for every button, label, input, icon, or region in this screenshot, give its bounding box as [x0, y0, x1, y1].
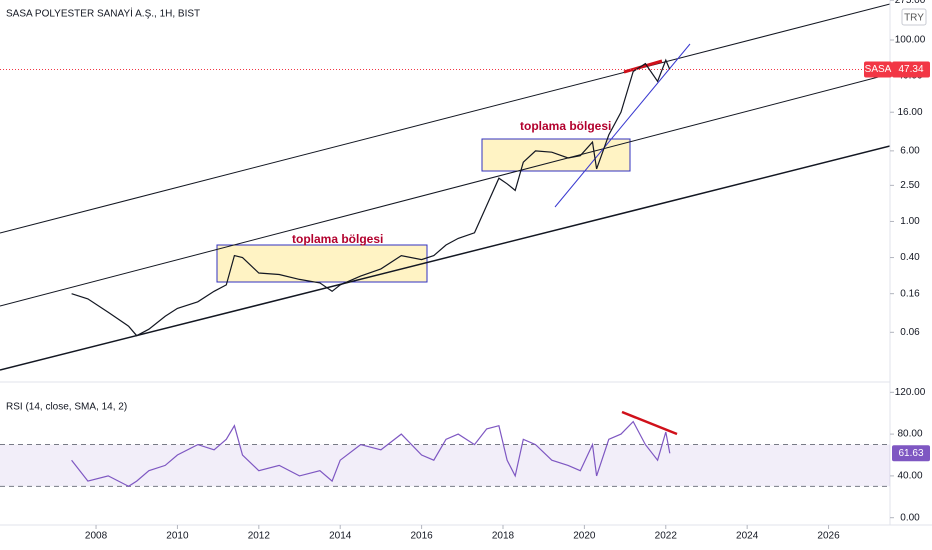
- y-tick-label: 6.00: [900, 145, 920, 156]
- annotation: toplama bölgesi: [520, 119, 611, 133]
- x-tick-label: 2026: [817, 531, 840, 542]
- divergence-line: [623, 59, 663, 74]
- y-tick-label: 120.00: [895, 387, 926, 398]
- y-tick-label: 0.06: [900, 327, 920, 338]
- x-tick-label: 2016: [410, 531, 433, 542]
- channel-line: [0, 3, 891, 234]
- rsi-band: [0, 444, 890, 487]
- channel-line: [0, 145, 891, 371]
- y-tick-label: 275.00: [895, 0, 926, 6]
- channel-line: [0, 73, 891, 307]
- last-value-label: 61.63: [898, 448, 923, 459]
- divergence-line: [621, 410, 678, 436]
- y-tick-label: 100.00: [895, 35, 926, 46]
- x-tick-label: 2024: [736, 531, 759, 542]
- last-value-box: [892, 445, 930, 462]
- y-tick-label: 16.00: [897, 107, 922, 118]
- y-tick-label: 80.00: [897, 429, 922, 440]
- rsi-title: RSI (14, close, SMA, 14, 2): [6, 402, 127, 413]
- last-value-box: [892, 61, 930, 78]
- x-tick-label: 2022: [655, 531, 678, 542]
- y-tick-label: 2.50: [900, 180, 920, 191]
- x-tick-label: 2014: [329, 531, 352, 542]
- currency: TRY: [904, 13, 924, 24]
- symbol-box: [864, 61, 892, 78]
- currency-box: [901, 8, 927, 26]
- x-tick-label: 2008: [85, 531, 108, 542]
- zone-box: [216, 244, 428, 283]
- y-tick-label: 0.00: [900, 512, 920, 523]
- price-line: [71, 58, 671, 337]
- trend-line: [554, 43, 691, 208]
- y-tick-label: 0.16: [900, 288, 920, 299]
- x-tick-label: 2012: [248, 531, 271, 542]
- y-tick-label: 1.00: [900, 216, 920, 227]
- symbol-label: SASA: [865, 64, 892, 75]
- y-tick-label: 0.40: [900, 252, 920, 263]
- x-tick-label: 2010: [166, 531, 189, 542]
- y-tick-label: 40.00: [897, 471, 922, 482]
- x-tick-label: 2020: [573, 531, 596, 542]
- last-value-label: 47.34: [898, 64, 923, 75]
- chart-title: SASA POLYESTER SANAYİ A.Ş., 1H, BIST: [6, 7, 200, 20]
- x-tick-label: 2018: [492, 531, 515, 542]
- annotation: toplama bölgesi: [292, 232, 383, 246]
- rsi-line: [71, 420, 671, 487]
